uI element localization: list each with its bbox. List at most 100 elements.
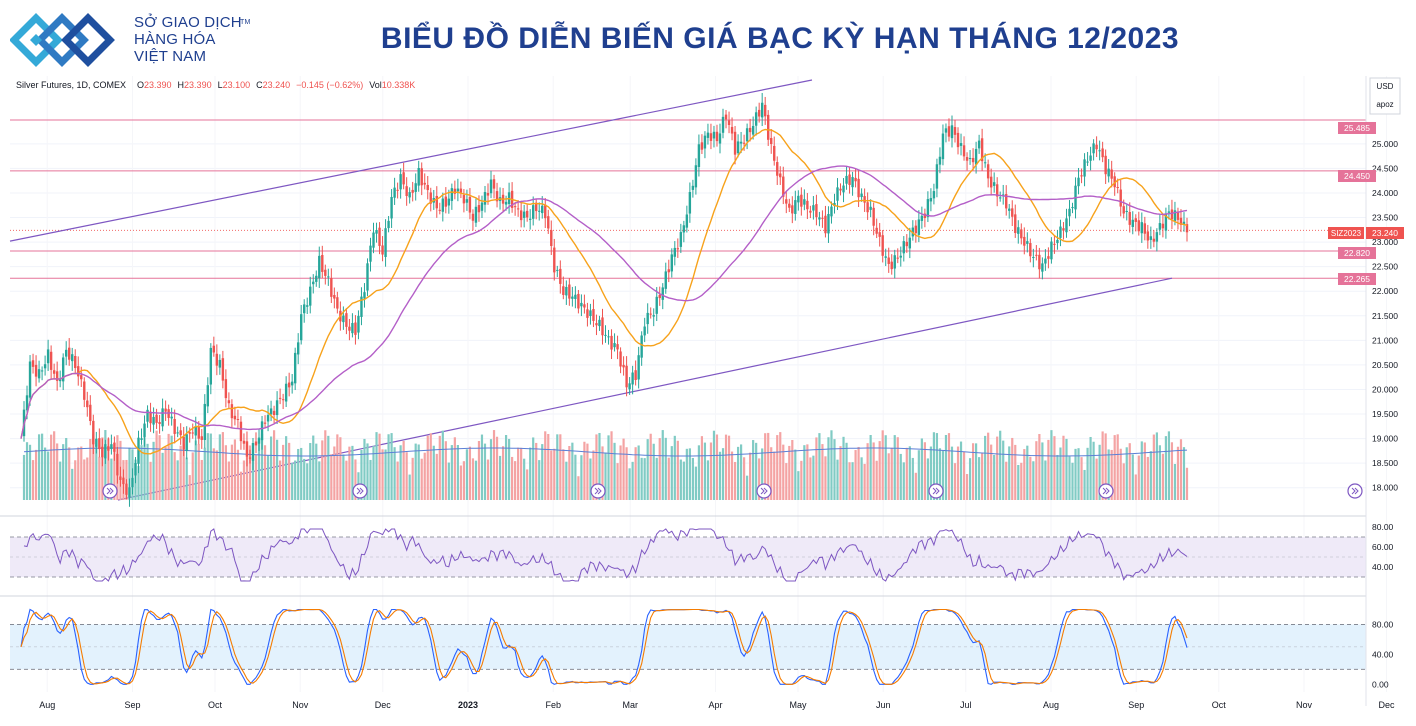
candle-body	[1035, 254, 1038, 256]
candle-body	[309, 286, 312, 306]
candle-body	[715, 131, 719, 142]
volume-bar	[1185, 467, 1189, 500]
candle-body	[655, 296, 658, 314]
moving-averages	[20, 128, 1188, 455]
volume-bar	[926, 458, 929, 500]
candle-body	[905, 241, 908, 247]
candle-body	[263, 422, 267, 424]
candle-body	[1167, 211, 1171, 213]
candle-body	[408, 192, 411, 198]
stoch-d-line	[20, 608, 1188, 685]
volume-bar	[890, 447, 893, 500]
volume-bar	[538, 460, 541, 500]
brand-line-1: SỞ GIAO DỊCH	[134, 14, 242, 31]
volume-bar	[984, 435, 987, 500]
volume-bar	[182, 443, 185, 500]
volume-bar	[634, 447, 637, 500]
candle-body	[607, 336, 610, 338]
candle-body	[1032, 257, 1035, 259]
y-tick-label: 21.000	[1372, 335, 1398, 345]
volume-bar	[471, 458, 475, 500]
volume-bar	[227, 461, 230, 500]
volume-bar	[914, 472, 917, 500]
candle-body	[748, 127, 752, 133]
volume-bar	[1158, 445, 1161, 500]
volume-bar	[881, 430, 884, 500]
volume-bar	[22, 454, 26, 500]
candle-body	[613, 343, 616, 348]
candle-body	[712, 131, 716, 139]
volume-bar	[282, 444, 285, 500]
volume-bar	[583, 441, 586, 500]
volume-bar	[821, 444, 824, 500]
volume-bar	[486, 459, 490, 500]
volume-bar	[1116, 434, 1119, 500]
volume-bar	[1131, 454, 1134, 500]
chart-area[interactable]: 80.00 60.00 40.00 80.00 40.00 0.00 25.000 24.…	[0, 76, 1416, 726]
candle-body	[423, 182, 426, 185]
volume-bar	[1155, 432, 1158, 500]
volume-bar	[649, 433, 652, 500]
y-tick-label: 24.500	[1372, 163, 1398, 173]
volume-bar	[752, 440, 755, 500]
volume-bar	[1089, 436, 1092, 500]
candle-body	[206, 385, 210, 407]
candle-body	[1089, 155, 1092, 161]
volume-bar	[978, 457, 981, 500]
candle-body	[791, 205, 794, 214]
candle-body	[601, 317, 604, 336]
volume-bar	[1023, 449, 1026, 500]
volume-bar	[721, 448, 725, 500]
candle-body	[1140, 222, 1144, 234]
candle-body	[1056, 239, 1059, 244]
candle-body	[318, 255, 321, 279]
candle-body	[923, 213, 927, 219]
volume-bar	[393, 447, 396, 500]
scale-button[interactable]	[1369, 77, 1401, 115]
volume-bar	[1011, 437, 1014, 500]
candle-body	[902, 241, 905, 254]
volume-bar	[1059, 447, 1062, 500]
volume-bar	[206, 433, 209, 500]
candle-body	[538, 210, 541, 212]
candle-body	[236, 419, 240, 421]
volume-bar	[836, 459, 839, 500]
candle-body	[917, 219, 921, 235]
volume-bar	[607, 435, 610, 500]
volume-bar	[203, 447, 206, 500]
candle-body	[857, 178, 860, 198]
volume-bar	[523, 458, 526, 500]
brand-line-2: HÀNG HÓA	[134, 31, 216, 48]
volume-bar	[71, 468, 74, 500]
volume-bar	[571, 442, 574, 500]
level-tag-1-bg	[1338, 122, 1376, 134]
volume-bar	[667, 457, 670, 500]
candle-body	[935, 164, 939, 189]
candle-body	[80, 375, 83, 380]
volume-bar	[776, 435, 779, 500]
channel-upper	[9, 79, 813, 242]
volume-bar	[965, 474, 969, 500]
candle-body	[260, 421, 264, 441]
volume-bar	[1068, 456, 1071, 500]
volume-bar	[968, 458, 972, 500]
candle-body	[173, 418, 176, 434]
x-tick-label: May	[789, 700, 807, 710]
candle-body	[926, 199, 930, 218]
legend-ohlc: O23.390 H23.390 L23.100 C23.240 −0.145 (−0.6…	[137, 80, 415, 90]
volume-bar	[646, 439, 649, 500]
legend-o-label: O	[137, 80, 144, 90]
volume-bar	[592, 450, 595, 500]
y-tick-label: 19.500	[1372, 409, 1398, 419]
volume-bar	[839, 446, 842, 500]
candle-body	[821, 217, 824, 219]
volume-bar	[95, 444, 98, 500]
x-tick-label: Oct	[1212, 700, 1227, 710]
candle-body	[531, 205, 535, 219]
candle-body	[836, 187, 839, 201]
volume-bar	[333, 446, 336, 500]
x-tick-label: Mar	[623, 700, 639, 710]
candle-body	[1170, 209, 1174, 220]
volume-bar	[917, 450, 920, 500]
candle-body	[842, 185, 845, 193]
